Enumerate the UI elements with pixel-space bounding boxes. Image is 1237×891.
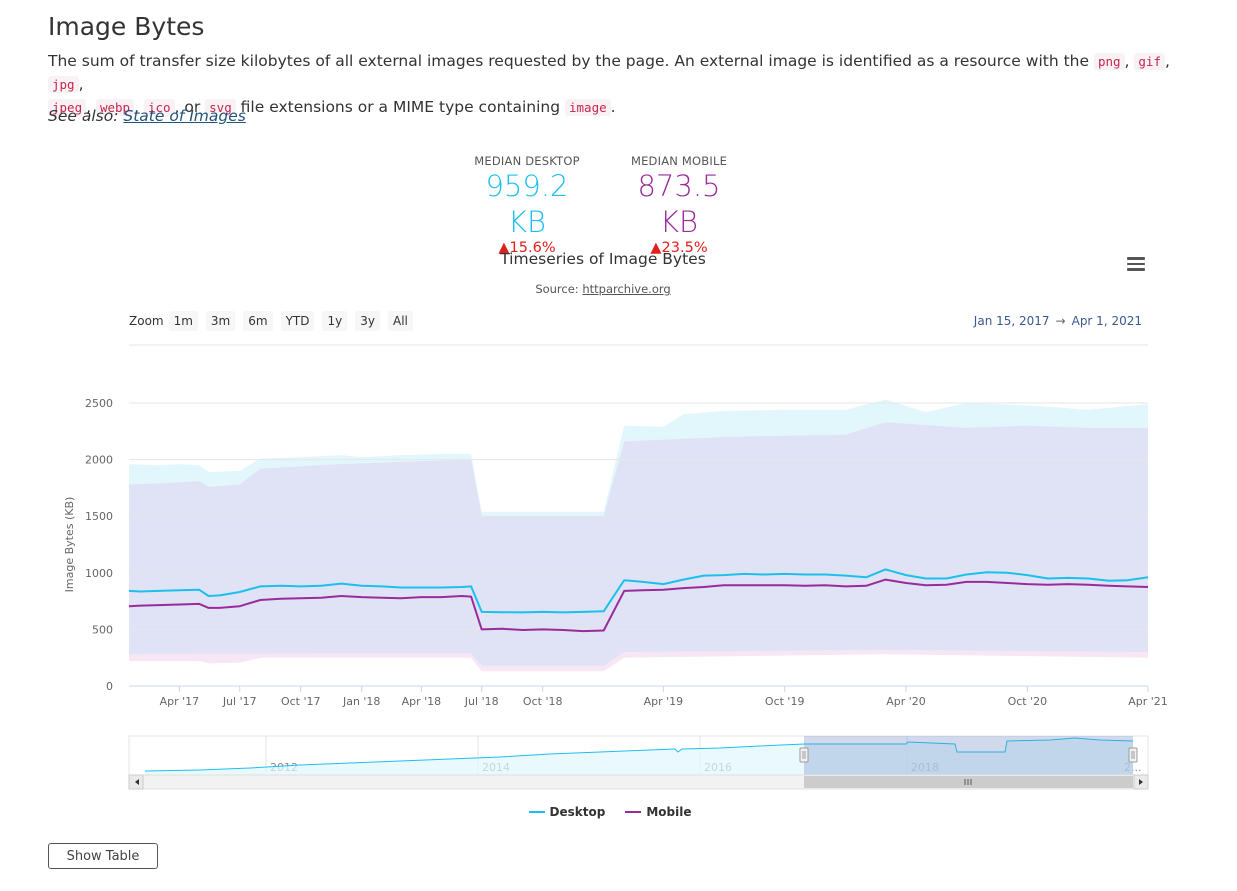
desc-text: , xyxy=(1164,52,1170,70)
code-jpeg: jpeg xyxy=(48,99,87,116)
zoom-1y-button[interactable]: 1y xyxy=(322,311,348,331)
desc-text: , xyxy=(1124,52,1135,70)
chevron-left-icon xyxy=(135,779,139,785)
description: The sum of transfer size kilobytes of al… xyxy=(48,50,1198,119)
legend-label-mobile: Mobile xyxy=(646,805,692,819)
median-desktop-metric: MEDIAN DESKTOP 959.2 KB ▲15.6% xyxy=(462,154,592,256)
page-title: Image Bytes xyxy=(48,12,205,41)
range-from-input[interactable]: Jan 15, 2017 xyxy=(973,314,1050,328)
show-table-button[interactable]: Show Table xyxy=(48,843,158,869)
median-mobile-metric: MEDIAN MOBILE 873.5 KB ▲23.5% xyxy=(614,154,744,256)
chart-subtitle: Source: httparchive.org xyxy=(380,282,826,296)
range-band-overlap xyxy=(129,422,1148,666)
see-also: See also: State of Images xyxy=(48,107,246,125)
series-line-desktop[interactable] xyxy=(128,568,1149,614)
zoom-ytd-button[interactable]: YTD xyxy=(280,311,315,331)
handle-grip[interactable] xyxy=(1128,747,1138,763)
x-tick-label: Jan '18 xyxy=(342,695,380,708)
x-tick-label: Apr '17 xyxy=(160,695,200,708)
zoom-all-button[interactable]: All xyxy=(387,311,413,331)
code-png: png xyxy=(1093,53,1125,70)
range-to-input[interactable]: Apr 1, 2021 xyxy=(1071,314,1142,328)
navigator-series xyxy=(144,737,1134,772)
legend-swatch-mobile xyxy=(625,811,642,813)
code-gif: gif xyxy=(1134,53,1165,70)
range-arrow: → xyxy=(1055,314,1066,328)
desc-text: file extensions or a MIME type containin… xyxy=(235,98,565,116)
desc-text: . xyxy=(610,98,616,116)
desc-text: , xyxy=(86,98,96,116)
code-jpg: jpg xyxy=(48,76,79,93)
median-mobile-label: MEDIAN MOBILE xyxy=(630,154,728,168)
median-desktop-label: MEDIAN DESKTOP xyxy=(474,154,580,168)
x-tick-label: Jul '17 xyxy=(222,695,257,708)
x-tick-label: Apr '21 xyxy=(1128,695,1168,708)
x-tick-label: Jul '18 xyxy=(464,695,499,708)
desc-text: , or xyxy=(174,98,206,116)
zoom-3m-button[interactable]: 3m xyxy=(205,311,236,331)
see-also-label: See also: xyxy=(48,107,119,125)
series-line-mobile[interactable] xyxy=(128,578,1149,633)
date-range: Jan 15, 2017 → Apr 1, 2021 xyxy=(940,314,1142,328)
desc-text: , xyxy=(134,98,144,116)
scrollbar-right-arrow[interactable] xyxy=(1133,774,1149,790)
median-mobile-change: ▲23.5% xyxy=(650,240,708,256)
median-desktop-change: ▲15.6% xyxy=(498,240,556,256)
navigator-selection[interactable] xyxy=(804,736,1133,775)
legend-item-mobile[interactable]: Mobile xyxy=(625,805,691,819)
median-mobile-value: 873.5 KB xyxy=(637,169,721,239)
zoom-1m-button[interactable]: 1m xyxy=(168,311,198,331)
y-tick-label: 0 xyxy=(106,680,113,693)
chart-legend: Desktop Mobile xyxy=(520,805,700,819)
legend-label-desktop: Desktop xyxy=(549,805,606,819)
x-tick-label: Apr '19 xyxy=(644,695,684,708)
x-tick-label: Apr '20 xyxy=(886,695,926,708)
navigator-handle-left[interactable] xyxy=(799,747,809,763)
code-webp: webp xyxy=(95,99,135,116)
chart-title: Timeseries of Image Bytes xyxy=(500,250,706,268)
y-tick-label: 1500 xyxy=(85,510,113,523)
navigator-area xyxy=(145,738,1133,775)
zoom-label: Zoom xyxy=(129,314,164,328)
y-tick-label: 2500 xyxy=(85,397,113,410)
scrollbar-left-arrow[interactable] xyxy=(128,774,144,790)
x-tick-label: Oct '17 xyxy=(281,695,321,708)
desc-text: , xyxy=(78,75,84,93)
chevron-right-icon xyxy=(1139,779,1143,785)
y-tick-label: 500 xyxy=(92,623,113,636)
y-tick-label: 1000 xyxy=(85,567,113,580)
x-tick-label: Oct '20 xyxy=(1008,695,1048,708)
zoom-controls: Zoom 1m 3m 6m YTD 1y 3y All xyxy=(129,311,421,331)
navigator-handle-right[interactable] xyxy=(1128,747,1138,763)
zoom-6m-button[interactable]: 6m xyxy=(243,311,273,331)
state-of-images-link[interactable]: State of Images xyxy=(123,107,246,125)
handle-grip[interactable] xyxy=(799,747,809,763)
y-tick-label: 2000 xyxy=(85,454,113,467)
median-desktop-value: 959.2 KB xyxy=(485,169,569,239)
x-tick-label: Apr '18 xyxy=(402,695,442,708)
source-link[interactable]: httparchive.org xyxy=(582,282,671,296)
code-image: image xyxy=(565,99,611,116)
x-tick-label: Oct '19 xyxy=(765,695,805,708)
code-ico: ico xyxy=(143,99,175,116)
chart-menu-icon[interactable] xyxy=(1124,254,1148,274)
x-tick-label: Oct '18 xyxy=(523,695,563,708)
source-label: Source: xyxy=(535,282,579,296)
code-svg: svg xyxy=(205,99,236,116)
y-axis-title: Image Bytes (KB) xyxy=(63,497,76,593)
desc-text: The sum of transfer size kilobytes of al… xyxy=(48,52,1094,70)
legend-item-desktop[interactable]: Desktop xyxy=(528,805,606,819)
zoom-3y-button[interactable]: 3y xyxy=(355,311,380,331)
legend-swatch-desktop xyxy=(528,811,545,813)
